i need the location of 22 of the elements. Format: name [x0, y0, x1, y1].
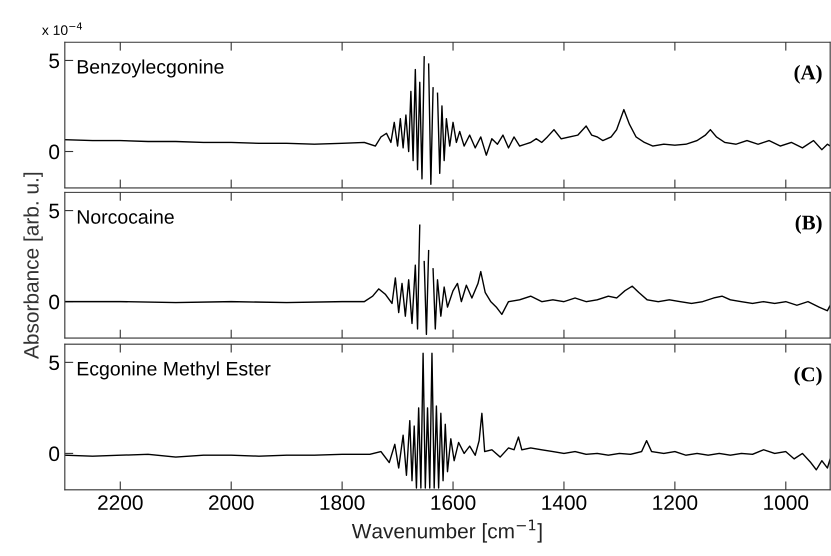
annotation: Benzoylecgonine [78, 59, 224, 78]
y-tick-label: 0 [49, 144, 60, 160]
y-tick-label: 5 [49, 204, 60, 218]
x-tick-label: 1400 [542, 495, 586, 510]
text: x 10$^{−4}$ [42, 22, 82, 36]
y-tick-label: 0 [49, 294, 60, 310]
x-axis-title: Wavenumber [cm$^{−1}$] [352, 520, 542, 543]
x-tick-label: 1000 [764, 495, 808, 510]
x-tick-label: 1600 [431, 495, 476, 510]
annotation: Norcocaine [78, 210, 174, 224]
y-tick-label: 5 [49, 54, 60, 68]
x-tick-label: 1200 [653, 495, 698, 510]
x-tick-label: 2200 [98, 495, 143, 510]
x-tick-label: 2000 [209, 495, 254, 510]
annotation: (C) [794, 366, 822, 386]
annotation: (B) [796, 214, 822, 234]
x-tick-label: 1800 [320, 495, 364, 510]
y-tick-label: 5 [49, 356, 60, 370]
y-axis-title: Absorbance [arb. u.] [23, 172, 43, 359]
annotation: (A) [794, 64, 822, 84]
annotation: Ecgonine Methyl Ester [78, 361, 271, 380]
y-tick-label: 0 [49, 446, 60, 462]
